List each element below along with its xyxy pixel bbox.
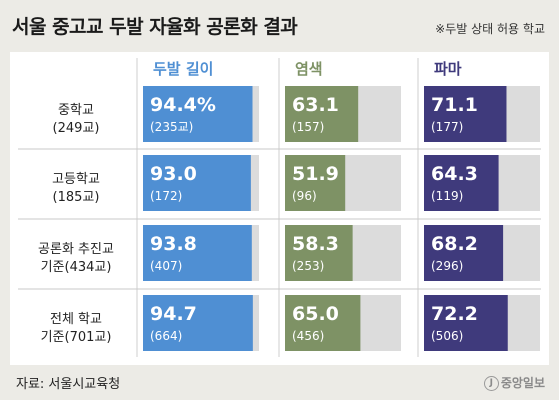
bar bbox=[143, 86, 253, 142]
series-header-1: 두발 길이 bbox=[153, 60, 213, 78]
bar-count-label: (119) bbox=[431, 189, 463, 203]
bar bbox=[424, 86, 507, 142]
category-sublabel: 기준(434교) bbox=[41, 260, 112, 275]
bar bbox=[285, 295, 361, 351]
series-header-3: 파마 bbox=[434, 60, 462, 78]
category-label: 전체 학교 bbox=[50, 312, 102, 327]
bar-value-label: 93.8 bbox=[150, 233, 197, 255]
bar bbox=[285, 225, 353, 281]
bar bbox=[285, 86, 359, 142]
bar-count-label: (157) bbox=[292, 120, 324, 134]
logo-text: 중앙일보 bbox=[500, 376, 545, 390]
bar-value-label: 94.4% bbox=[150, 94, 216, 116]
series-header-2: 염색 bbox=[295, 60, 323, 78]
bar-count-label: (664) bbox=[150, 329, 182, 343]
bar-value-label: 58.3 bbox=[292, 233, 339, 255]
bar-count-label: (506) bbox=[431, 329, 463, 343]
bar-value-label: 65.0 bbox=[292, 303, 339, 325]
chart-title: 서울 중고교 두발 자율화 공론화 결과 bbox=[12, 16, 298, 38]
bar-count-label: (456) bbox=[292, 329, 324, 343]
bar bbox=[424, 155, 499, 211]
bar-count-label: (96) bbox=[292, 189, 317, 203]
bar bbox=[424, 295, 508, 351]
bar-value-label: 64.3 bbox=[431, 163, 478, 185]
category-label: 고등학교 bbox=[52, 172, 100, 187]
bar bbox=[143, 155, 251, 211]
bar-count-label: (172) bbox=[150, 189, 182, 203]
bar-count-label: (296) bbox=[431, 259, 463, 273]
bar bbox=[424, 225, 504, 281]
category-label: 중학교 bbox=[58, 103, 94, 118]
bar-value-label: 63.1 bbox=[292, 94, 339, 116]
bar-value-label: 93.0 bbox=[150, 163, 197, 185]
bar-count-label: (235교) bbox=[150, 120, 193, 134]
logo-circle-icon: J bbox=[483, 376, 499, 391]
bar-count-label: (407) bbox=[150, 259, 182, 273]
category-sublabel: (185교) bbox=[53, 190, 100, 205]
bar-count-label: (253) bbox=[292, 259, 324, 273]
bar bbox=[143, 295, 253, 351]
bar-count-label: (177) bbox=[431, 120, 463, 134]
category-sublabel: 기준(701교) bbox=[41, 330, 112, 345]
bar-value-label: 68.2 bbox=[431, 233, 478, 255]
bar bbox=[143, 225, 252, 281]
bar-value-label: 72.2 bbox=[431, 303, 478, 325]
bar bbox=[285, 155, 346, 211]
bar-value-label: 51.9 bbox=[292, 163, 339, 185]
category-label: 공론화 추진교 bbox=[38, 242, 114, 257]
bar-value-label: 71.1 bbox=[431, 94, 478, 116]
chart-note: ※두발 상태 허용 학교 bbox=[435, 22, 545, 36]
source-note: 자료: 서울시교육청 bbox=[16, 377, 121, 392]
bar-value-label: 94.7 bbox=[150, 303, 197, 325]
category-sublabel: (249교) bbox=[53, 121, 100, 136]
publisher-logo: J 중앙일보 bbox=[483, 374, 545, 391]
